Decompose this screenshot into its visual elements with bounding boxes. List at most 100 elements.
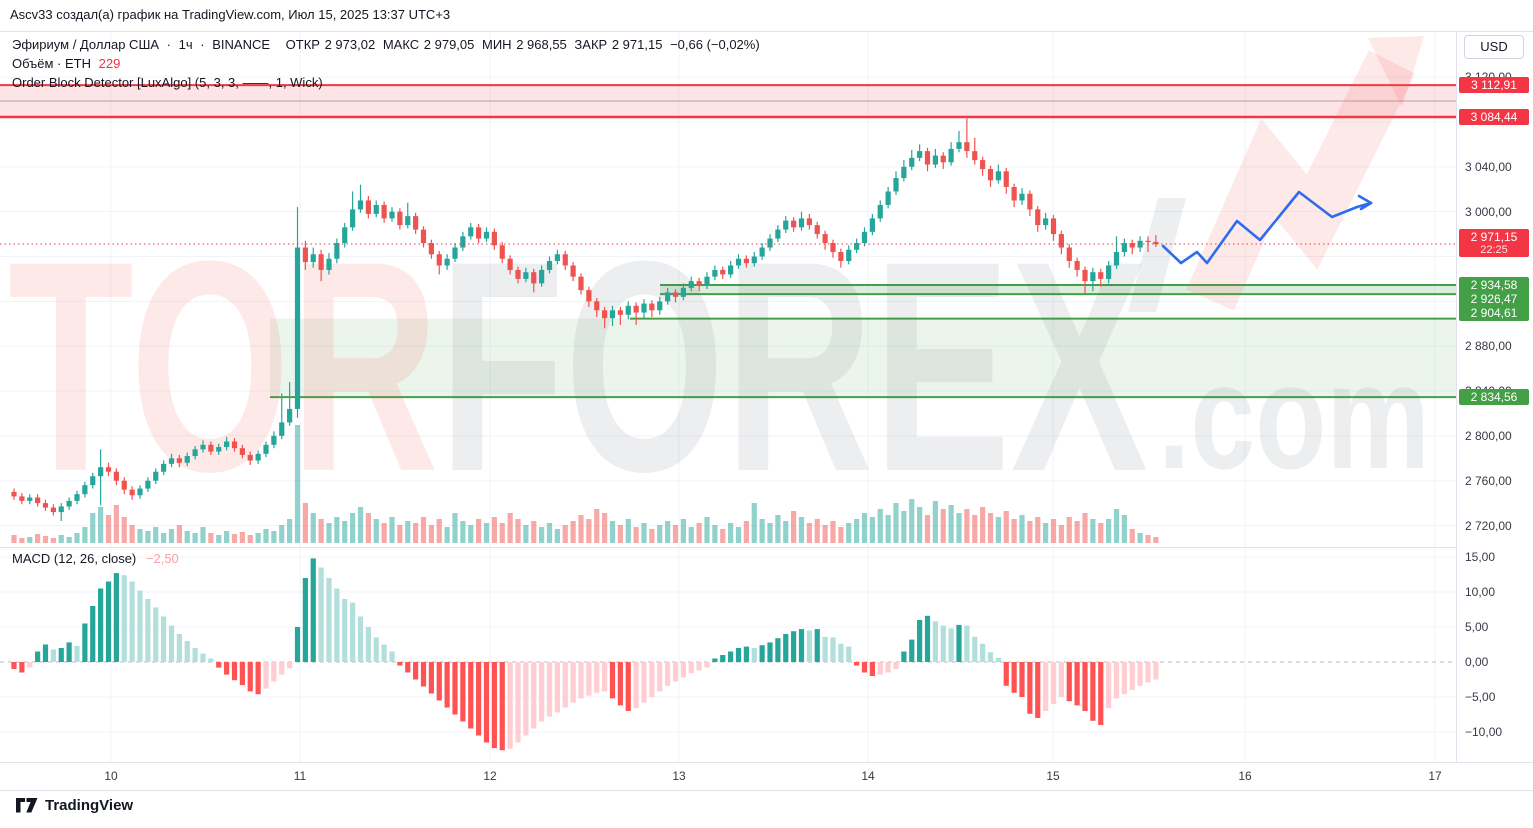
macd-histogram (11, 558, 1159, 751)
macd-bar (137, 590, 143, 662)
macd-legend-row[interactable]: MACD (12, 26, close) −2,50 (12, 551, 179, 566)
candle-body (1098, 272, 1104, 279)
macd-bar (1090, 662, 1096, 721)
volume-bar (1145, 535, 1151, 543)
volume-bar (66, 537, 72, 543)
macd-bar (641, 662, 647, 703)
volume-bar (192, 533, 198, 543)
macd-bar (625, 662, 631, 711)
volume-bar (704, 517, 710, 543)
macd-bar (491, 662, 497, 749)
volume-bar (334, 517, 340, 543)
candle-body (98, 467, 104, 477)
volume-bar (531, 521, 537, 543)
macd-bar (42, 644, 49, 662)
macd-bar (609, 662, 616, 699)
pane-resize-handle[interactable] (0, 544, 1456, 550)
volume-bar (893, 503, 899, 543)
price-tick-label: 2 720,00 (1465, 518, 1512, 533)
macd-bar (1129, 662, 1135, 690)
candle-body (720, 269, 726, 275)
candle-body (350, 209, 356, 228)
close-value: 2 971,15 (611, 37, 663, 52)
volume-bar (633, 527, 639, 543)
candle-body (594, 301, 600, 311)
candle-body (82, 485, 88, 495)
candle-body (200, 444, 206, 450)
volume-bar (830, 521, 836, 543)
volume-bar (932, 501, 938, 543)
candle-body (420, 229, 427, 244)
volume-bar (50, 538, 56, 543)
volume-bar (1035, 517, 1041, 543)
volume-bar (476, 519, 482, 543)
macd-bar (1098, 662, 1104, 725)
macd-bar (271, 662, 277, 682)
projection-arrow-drawing[interactable] (1161, 190, 1373, 265)
candle-body (255, 453, 261, 461)
macd-bar (476, 662, 482, 736)
candle-body (1058, 234, 1064, 248)
macd-bar (1153, 662, 1159, 680)
candle-body (680, 287, 686, 297)
candle-body (578, 276, 584, 291)
level-price-label: 2 904,61 (1459, 305, 1529, 321)
candle-body (66, 500, 72, 507)
volume-bar (121, 517, 127, 543)
time-tick-label: 12 (483, 769, 497, 783)
time-tick-label: 11 (293, 769, 307, 783)
volume-bar (1027, 521, 1033, 543)
volume-bar (58, 535, 64, 543)
volume-bar (82, 527, 88, 543)
macd-bar (74, 645, 80, 662)
interval-value[interactable]: 1ч (178, 37, 193, 52)
candle-body (901, 166, 907, 179)
macd-bar (602, 662, 608, 692)
high-label: МАКС (382, 37, 420, 52)
volume-bar (1074, 521, 1080, 543)
order-block-zones (0, 84, 1456, 399)
candle-body (940, 155, 946, 163)
macd-bar (554, 662, 560, 713)
demand-zone (270, 318, 1456, 398)
macd-tick-label: 0,00 (1465, 655, 1489, 669)
price-scale[interactable]: USD 3 120,003 040,003 000,002 880,002 84… (1456, 31, 1533, 762)
volume-bar (19, 538, 25, 543)
volume-bar (948, 505, 954, 543)
candle-body (1090, 272, 1096, 282)
symbol-legend-row[interactable]: Эфириум / Доллар США · 1ч · BINANCE ОТКР… (12, 37, 760, 52)
volume-bar (1043, 523, 1049, 543)
macd-bar (405, 662, 411, 673)
macd-bar (11, 662, 17, 669)
macd-bar (200, 653, 206, 662)
candle-body (381, 204, 387, 219)
macd-bar (1145, 662, 1151, 683)
volume-bar (1058, 525, 1064, 543)
macd-tick-label: −10,00 (1465, 725, 1503, 739)
high-value: 2 979,05 (423, 37, 475, 52)
open-label: ОТКР (285, 37, 320, 52)
time-scale[interactable]: 10 11 12 13 14 15 16 17 (0, 762, 1456, 790)
candle-body (712, 269, 718, 277)
candle-body (759, 247, 765, 257)
candle-body (586, 290, 592, 302)
volume-bar (964, 509, 970, 543)
candle-body (956, 142, 962, 149)
volume-bar (302, 503, 308, 543)
volume-legend-row[interactable]: Объём · ETH 229 (12, 55, 764, 72)
candle-body (649, 303, 655, 311)
current-price-label: 2 971,15 22:25 (1459, 229, 1529, 257)
candle-body (192, 449, 198, 457)
currency-toggle-button[interactable]: USD (1464, 35, 1524, 59)
macd-bar (58, 648, 64, 662)
macd-bar (1011, 662, 1017, 693)
volume-bar (279, 525, 285, 543)
price-tick-label: 2 880,00 (1465, 339, 1512, 354)
macd-bar (854, 662, 860, 666)
candle-body (247, 454, 253, 461)
tradingview-attribution[interactable]: TradingView (16, 797, 133, 814)
volume-bar (609, 521, 616, 543)
indicator-legend-row[interactable]: Order Block Detector [LuxAlgo] (5, 3, 3,… (12, 74, 764, 91)
candle-body (964, 142, 970, 152)
